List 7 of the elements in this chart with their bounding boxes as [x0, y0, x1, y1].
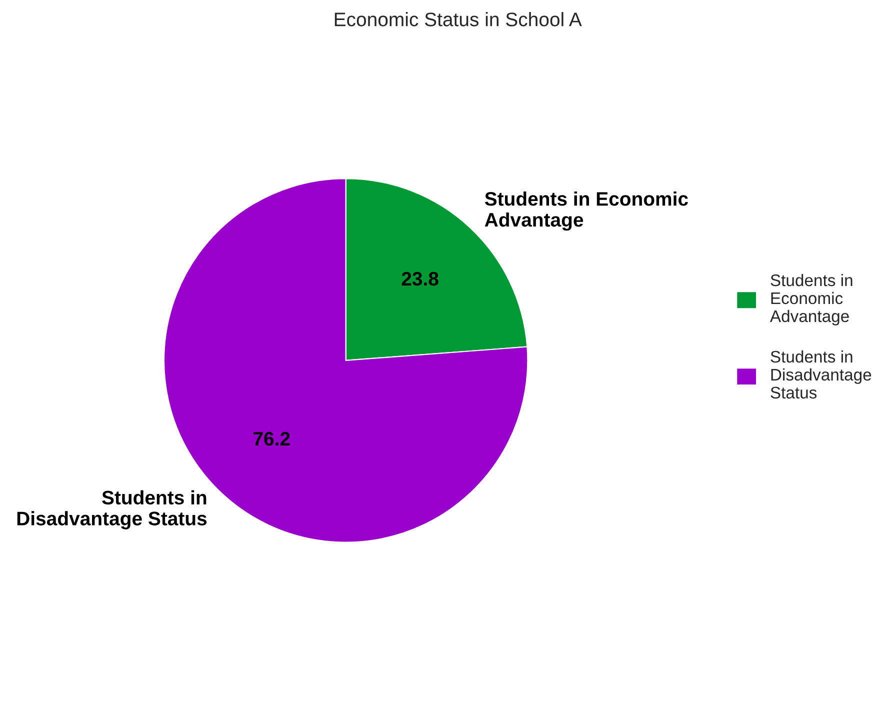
chart-title: Economic Status in School A — [334, 12, 582, 26]
data-label: 23.8 — [402, 272, 438, 286]
slice-label: Students in Economic Advantage — [484, 192, 688, 231]
legend-label: Students in Disadvantage Status — [770, 350, 872, 399]
data-label: 76.2 — [254, 432, 290, 446]
legend-label: Students in Economic Advantage — [770, 274, 852, 326]
slice-label: Students in Disadvantage Status — [17, 490, 207, 530]
